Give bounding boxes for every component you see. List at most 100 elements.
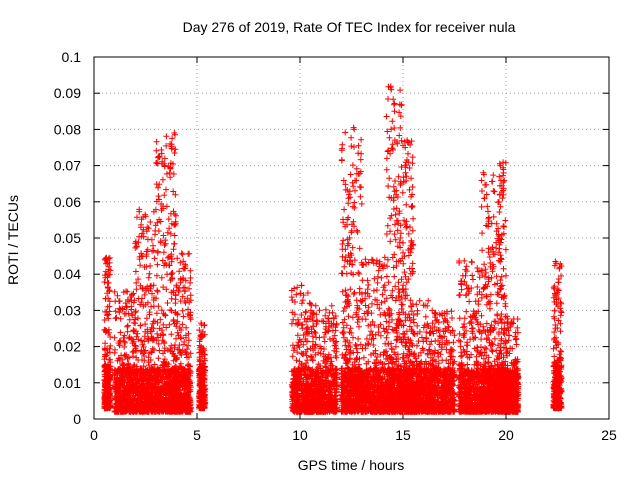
data-point — [124, 322, 131, 329]
data-point — [357, 193, 364, 200]
data-point — [106, 403, 113, 410]
data-point — [357, 156, 364, 163]
data-point — [114, 292, 121, 299]
data-point — [338, 157, 345, 164]
data-point — [347, 325, 354, 332]
data-point — [345, 313, 352, 320]
data-point — [104, 365, 111, 372]
data-point — [121, 344, 128, 350]
data-point — [112, 315, 119, 322]
data-point — [343, 292, 350, 298]
data-point — [107, 334, 114, 340]
data-point — [155, 228, 162, 234]
data-point — [351, 289, 358, 296]
data-point — [354, 319, 361, 326]
data-point — [350, 291, 357, 297]
data-point — [147, 262, 154, 269]
data-point — [353, 342, 360, 349]
data-point — [316, 307, 323, 314]
data-point — [170, 171, 177, 177]
data-point — [171, 240, 178, 247]
data-point — [176, 268, 183, 275]
data-point — [161, 192, 168, 199]
data-point — [116, 342, 123, 349]
data-point — [103, 260, 109, 267]
data-point — [104, 380, 111, 387]
data-point — [106, 263, 112, 270]
data-point — [328, 302, 335, 309]
data-point — [155, 355, 162, 362]
data-point — [118, 400, 125, 407]
data-point — [112, 383, 118, 389]
data-point — [126, 334, 133, 341]
data-point — [341, 206, 348, 213]
data-point — [106, 374, 113, 381]
data-point — [157, 316, 164, 323]
data-point — [122, 300, 129, 307]
data-point — [312, 302, 319, 309]
data-point — [120, 334, 127, 341]
data-point — [187, 267, 194, 274]
data-point — [299, 297, 306, 304]
data-point — [101, 353, 108, 360]
data-point — [125, 390, 131, 397]
data-point — [179, 321, 186, 328]
data-point — [162, 311, 168, 318]
data-point — [373, 287, 380, 293]
data-point — [152, 231, 158, 238]
data-point — [146, 270, 153, 277]
data-point — [153, 138, 160, 145]
data-point — [120, 368, 127, 375]
data-point — [356, 270, 363, 277]
data-point — [122, 405, 129, 412]
data-point — [138, 337, 145, 344]
data-point — [168, 271, 175, 278]
data-point — [390, 264, 397, 271]
data-point — [128, 311, 135, 318]
data-point — [115, 403, 122, 410]
data-point — [129, 349, 136, 356]
data-point — [121, 379, 128, 386]
data-point — [358, 136, 365, 143]
chart-title: Day 276 of 2019, Rate Of TEC Index for r… — [183, 19, 516, 35]
data-point — [368, 328, 375, 335]
data-point — [370, 287, 377, 294]
data-point — [107, 342, 114, 349]
data-point — [127, 374, 134, 381]
data-point — [161, 155, 168, 162]
data-point — [303, 308, 309, 315]
data-point — [185, 342, 192, 349]
data-point — [123, 288, 129, 295]
data-point — [399, 189, 406, 196]
data-point — [339, 141, 346, 148]
data-point — [163, 170, 170, 177]
data-point — [124, 377, 131, 384]
data-point — [132, 320, 139, 327]
data-point — [105, 295, 112, 302]
data-point — [104, 279, 111, 286]
data-point — [124, 304, 130, 311]
data-point — [105, 388, 112, 394]
data-point — [362, 256, 369, 263]
data-point — [131, 297, 138, 304]
data-point — [141, 349, 148, 355]
data-point — [144, 236, 151, 243]
data-point — [116, 309, 123, 316]
data-point — [151, 255, 158, 262]
data-point — [168, 331, 175, 338]
data-points — [101, 83, 565, 415]
data-point — [165, 216, 172, 223]
data-point — [121, 338, 128, 345]
data-point — [149, 248, 156, 255]
data-point — [339, 329, 346, 336]
data-point — [103, 387, 110, 394]
data-point — [123, 400, 130, 407]
data-point — [351, 144, 357, 150]
data-point — [166, 169, 173, 176]
data-point — [169, 270, 176, 276]
data-point — [116, 355, 123, 362]
data-point — [364, 277, 371, 284]
data-point — [115, 390, 122, 397]
data-point — [129, 398, 136, 405]
